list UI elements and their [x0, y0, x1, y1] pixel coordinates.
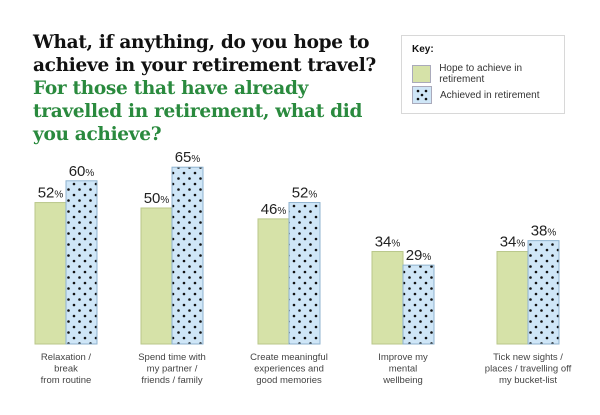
data-label: 29% [406, 247, 432, 264]
category-label: good memories [256, 375, 322, 386]
legend-item-hope: Hope to achieve in retirement [412, 63, 564, 85]
bar-hope [371, 251, 404, 345]
legend-title: Key: [412, 44, 434, 55]
data-label: 46% [261, 201, 287, 218]
bar-hope [34, 202, 67, 345]
data-label: 34% [375, 234, 401, 251]
subtitle-question: For those that have already travelled in… [33, 78, 363, 145]
data-label: 50% [144, 190, 170, 207]
legend-label-hope: Hope to achieve in retirement [439, 63, 523, 85]
legend: Key: Hope to achieve in retirement Achie… [401, 35, 565, 114]
bar-achieved [527, 240, 560, 345]
category-label: Improve my [378, 352, 428, 363]
bar-hope [496, 251, 529, 345]
title-question: What, if anything, do you hope to achiev… [33, 32, 376, 76]
bar-achieved [288, 202, 321, 345]
category-label: places / travelling off [485, 364, 572, 375]
data-label: 60% [69, 163, 95, 180]
data-label: 52% [292, 185, 318, 202]
bar-hope [140, 207, 173, 345]
category-label: Create meaningful [250, 352, 328, 363]
legend-item-achieved: Achieved in retirement [412, 86, 540, 104]
category-label: mental [389, 364, 418, 375]
data-label: 34% [500, 234, 526, 251]
legend-swatch-achieved [412, 86, 432, 104]
category-label: wellbeing [382, 375, 423, 386]
category-label: Relaxation / [41, 352, 92, 363]
category-label: experiences and [254, 364, 324, 375]
category-label: Spend time with [138, 352, 206, 363]
category-label: my partner / [147, 364, 198, 375]
bar-achieved [65, 180, 98, 345]
data-label: 65% [175, 149, 201, 166]
legend-swatch-hope [412, 65, 432, 83]
category-label: from routine [41, 375, 92, 386]
bar-achieved [171, 166, 204, 345]
chart-title: What, if anything, do you hope to achiev… [33, 31, 403, 146]
bar-achieved [402, 264, 435, 345]
legend-label-achieved: Achieved in retirement [440, 89, 540, 101]
data-label: 38% [531, 223, 557, 240]
bar-hope [257, 218, 290, 345]
category-label: my bucket-list [499, 375, 557, 386]
category-label: Tick new sights / [493, 352, 563, 363]
category-label: friends / family [141, 375, 202, 386]
category-label: break [54, 364, 78, 375]
data-label: 52% [38, 185, 64, 202]
